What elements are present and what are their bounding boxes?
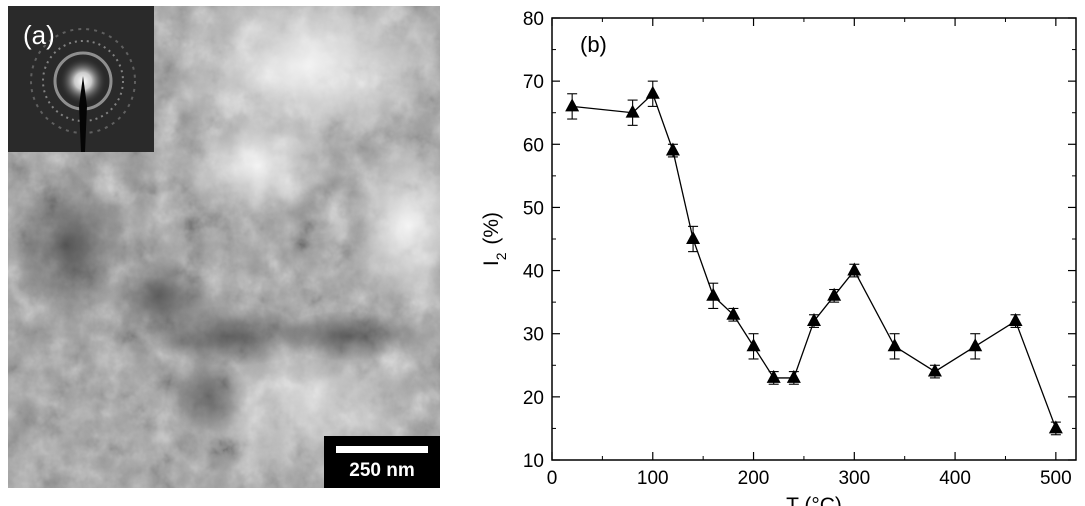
- y-tick-label: 20: [523, 388, 544, 409]
- x-tick-label: 300: [838, 468, 870, 489]
- tem-micrograph: (a) 250 nm: [8, 6, 440, 488]
- y-tick-label: 30: [523, 325, 544, 346]
- data-point: [968, 338, 983, 352]
- y-tick-label: 10: [523, 451, 544, 472]
- data-point: [665, 142, 680, 156]
- scale-bar-label: 250 nm: [349, 460, 415, 481]
- panel-a-label: (a): [23, 20, 55, 50]
- diffraction-inset: [8, 6, 154, 152]
- diffraction-pattern: [8, 6, 154, 152]
- x-tick-label: 500: [1040, 468, 1072, 489]
- data-point: [706, 287, 721, 301]
- data-point: [847, 262, 862, 276]
- data-point: [746, 338, 761, 352]
- y-tick-label: 70: [523, 72, 544, 93]
- y-axis-title: I2 (%): [480, 212, 509, 266]
- data-point: [766, 369, 781, 383]
- data-point: [565, 98, 580, 112]
- plot-area: [551, 17, 1077, 461]
- data-point: [827, 287, 842, 301]
- panel-b-label: (b): [580, 32, 607, 57]
- x-tick-label: 200: [738, 468, 770, 489]
- scale-bar-line: [336, 446, 428, 453]
- data-point: [887, 338, 902, 352]
- x-tick-label: 400: [939, 468, 971, 489]
- data-point: [927, 363, 942, 377]
- y-tick-label: 40: [523, 262, 544, 283]
- series: [565, 80, 1063, 436]
- data-point: [686, 230, 701, 244]
- data-point: [786, 369, 801, 383]
- x-tick-label: 100: [637, 468, 669, 489]
- series-line: [572, 92, 1057, 429]
- data-point: [625, 104, 640, 118]
- axis-ticks: 0 100 200 300 400 500 10 20 30 40 50 60 70 80: [523, 9, 1076, 489]
- y-tick-label: 80: [523, 9, 544, 30]
- x-axis-title: T (°C): [786, 494, 842, 506]
- data-point: [807, 313, 821, 327]
- data-point: [726, 306, 741, 320]
- data-point: [1048, 420, 1063, 434]
- data-point: [1008, 313, 1023, 327]
- y-tick-label: 60: [523, 135, 544, 156]
- data-point: [645, 85, 660, 99]
- y-tick-label: 50: [523, 198, 544, 219]
- chart-panel-b: 0 100 200 300 400 500 10 20 30 40 50 60 70 80 (b) T (…: [480, 9, 1077, 506]
- x-tick-label: 0: [547, 468, 558, 489]
- scale-bar: 250 nm: [324, 436, 440, 488]
